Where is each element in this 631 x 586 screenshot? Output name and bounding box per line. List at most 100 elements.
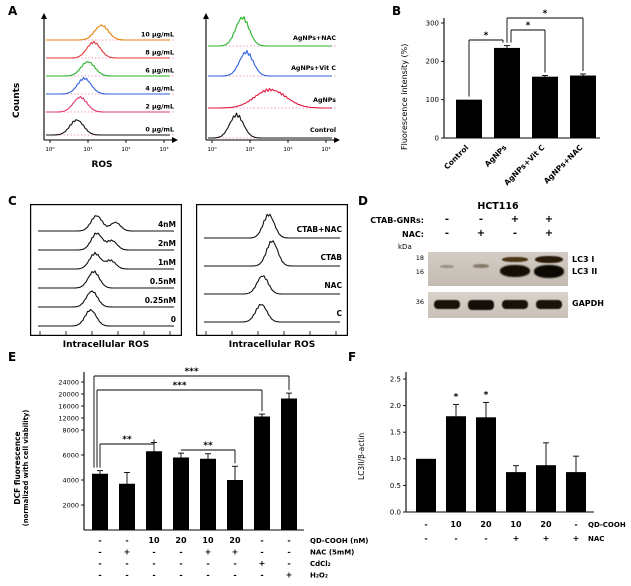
flow-plot-treatments: 10⁰ 10¹ 10² 10³ AgNPs+NAC AgNPs+Vit C AgNPs Con… xyxy=(203,13,340,153)
condition-symbol: + xyxy=(476,228,486,239)
western-blot-gapdh xyxy=(428,292,568,318)
svg-text:-: - xyxy=(98,536,101,545)
svg-text:200: 200 xyxy=(426,58,439,66)
svg-text:CdCl₂: CdCl₂ xyxy=(310,560,331,568)
svg-text:-: - xyxy=(125,571,128,580)
svg-text:NAC: NAC xyxy=(588,535,604,543)
condition-symbol: - xyxy=(478,214,484,225)
blot-band-lc3ii xyxy=(534,265,564,278)
svg-text:8 µg/mL: 8 µg/mL xyxy=(145,50,174,57)
svg-text:-: - xyxy=(206,571,209,580)
svg-text:CTAB: CTAB xyxy=(320,253,342,262)
svg-text:+: + xyxy=(543,534,550,543)
panel-e-letter: E xyxy=(8,350,17,364)
svg-text:6000: 6000 xyxy=(62,451,79,459)
flow-plot-qd-doses: 4nM 2nM 1nM 0.5nM 0.25nM 0 xyxy=(30,204,183,337)
condition-row-ctab-gnrs-label: CTAB-GNRs: xyxy=(370,216,424,225)
svg-text:100: 100 xyxy=(426,96,439,104)
svg-text:+: + xyxy=(573,534,580,543)
svg-text:10: 10 xyxy=(148,536,160,545)
svg-text:-: - xyxy=(424,520,427,529)
band-label-gapdh: GAPDH xyxy=(572,299,604,308)
svg-text:-: - xyxy=(233,571,236,580)
svg-text:-: - xyxy=(98,571,101,580)
svg-text:NAC (5mM): NAC (5mM) xyxy=(310,549,354,557)
panel-b-letter: B xyxy=(392,4,402,18)
marker-18kda: 18 xyxy=(415,254,424,262)
svg-text:-: - xyxy=(179,548,182,557)
svg-text:**: ** xyxy=(122,435,132,445)
panel-a-letter: A xyxy=(8,4,18,18)
svg-text:24000: 24000 xyxy=(58,378,79,386)
svg-text:-: - xyxy=(152,559,155,568)
blot-band-lc3i xyxy=(535,256,563,263)
svg-text:0: 0 xyxy=(435,134,439,142)
svg-text:2000: 2000 xyxy=(62,501,79,509)
svg-text:*: * xyxy=(484,31,489,41)
svg-text:*: * xyxy=(454,393,459,403)
svg-text:**: ** xyxy=(203,441,213,451)
marker-36kda: 36 xyxy=(415,298,424,306)
svg-text:AgNPs: AgNPs xyxy=(483,143,509,169)
condition-symbol: - xyxy=(444,214,450,225)
svg-text:10³: 10³ xyxy=(321,146,330,153)
svg-text:-: - xyxy=(287,559,290,568)
svg-text:***: *** xyxy=(172,381,186,391)
svg-text:-: - xyxy=(179,559,182,568)
blot-band xyxy=(440,265,454,268)
band-label-lc3ii: LC3 II xyxy=(572,267,598,276)
svg-text:8000: 8000 xyxy=(62,426,79,434)
svg-text:-: - xyxy=(152,571,155,580)
svg-text:-: - xyxy=(260,536,263,545)
blot-band-gapdh xyxy=(468,300,494,310)
svg-text:-: - xyxy=(233,559,236,568)
svg-text:-: - xyxy=(287,536,290,545)
svg-text:0.5: 0.5 xyxy=(390,482,401,490)
svg-text:-: - xyxy=(574,520,577,529)
svg-text:***: *** xyxy=(184,367,198,377)
flow-plot-dose-response: 10⁰ 10¹ 10² 10³ 10 µg/mL 8 µg/mL 6 µg/mL 4 µg/m… xyxy=(41,13,178,153)
svg-text:+: + xyxy=(286,571,293,580)
svg-text:300: 300 xyxy=(426,19,439,27)
svg-text:-: - xyxy=(152,548,155,557)
svg-text:1nM: 1nM xyxy=(158,258,176,267)
svg-text:20000: 20000 xyxy=(58,390,79,398)
svg-text:-: - xyxy=(125,536,128,545)
svg-text:4 µg/mL: 4 µg/mL xyxy=(145,86,174,93)
svg-text:AgNPs+Vit C: AgNPs+Vit C xyxy=(291,65,336,72)
condition-symbol: + xyxy=(544,214,554,225)
svg-text:+: + xyxy=(124,548,131,557)
svg-text:-: - xyxy=(454,534,457,543)
band-label-lc3i: LC3 I xyxy=(572,255,595,264)
blot-band xyxy=(473,264,489,268)
svg-text:0.0: 0.0 xyxy=(390,508,401,516)
panel-f-letter: F xyxy=(348,350,357,364)
svg-text:10²: 10² xyxy=(121,146,130,153)
svg-text:-: - xyxy=(287,548,290,557)
svg-text:2.0: 2.0 xyxy=(390,402,401,410)
svg-text:10³: 10³ xyxy=(159,146,168,153)
svg-text:-: - xyxy=(260,548,263,557)
svg-text:*: * xyxy=(526,21,531,31)
svg-text:10⁰: 10⁰ xyxy=(207,146,217,153)
svg-text:0.5nM: 0.5nM xyxy=(150,277,176,286)
panel-d-letter: D xyxy=(358,194,368,208)
blot-cell-line-title: HCT116 xyxy=(477,201,519,212)
e-yaxis-label-line2: (normalized with cell viability) xyxy=(22,409,30,527)
condition-symbol: - xyxy=(444,228,450,239)
svg-text:6 µg/mL: 6 µg/mL xyxy=(145,68,174,75)
condition-row-ctab-gnrs-values: - - + + xyxy=(428,214,568,226)
blot-band-gapdh xyxy=(434,300,460,309)
svg-text:QD-COOH: QD-COOH xyxy=(588,521,626,529)
svg-text:-: - xyxy=(98,559,101,568)
svg-text:20: 20 xyxy=(175,536,187,545)
condition-row-nac-values: - + - + xyxy=(428,228,568,240)
c-left-xaxis-label: Intracellular ROS xyxy=(62,340,150,350)
svg-text:*: * xyxy=(543,9,548,19)
blot-band-lc3ii xyxy=(500,265,530,277)
f-yaxis-label: LC3II/β-actin xyxy=(357,432,366,480)
svg-text:10¹: 10¹ xyxy=(245,146,254,153)
blot-band-gapdh xyxy=(536,300,562,309)
